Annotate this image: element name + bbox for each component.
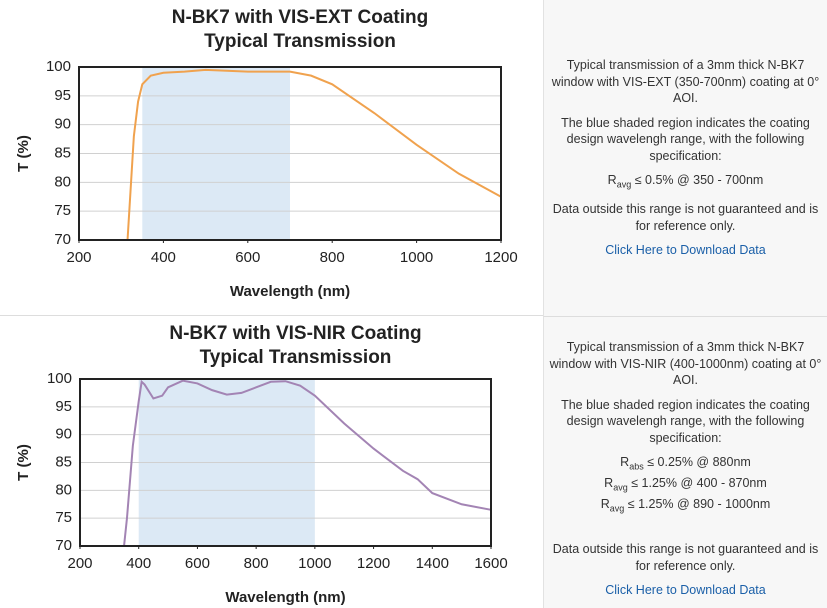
info-panel: Typical transmission of a 3mm thick N-BK…	[543, 0, 827, 316]
spec-symbol: R	[600, 497, 610, 511]
y-tick-label: 80	[55, 481, 72, 498]
spec-line: Ravg ≤ 0.5% @ 350 - 700nm	[548, 172, 823, 193]
x-tick-label: 800	[320, 249, 345, 266]
chart-subtitle: Typical Transmission	[200, 347, 392, 368]
y-tick-label: 100	[46, 58, 71, 75]
y-tick-label: 95	[55, 398, 72, 415]
spec-symbol: R	[620, 455, 630, 469]
spec-text: ≤ 1.25% @ 890 - 1000nm	[627, 497, 771, 511]
y-tick-label: 75	[55, 509, 72, 526]
x-tick-label: 200	[67, 555, 92, 572]
divider	[0, 315, 543, 316]
x-tick-label: 400	[151, 249, 176, 266]
intro-text: Typical transmission of a 3mm thick N-BK…	[551, 58, 820, 105]
spec-subscript: abs	[629, 461, 644, 472]
y-tick-label: 95	[54, 87, 71, 104]
x-axis-label: Wavelength (nm)	[230, 283, 350, 300]
chart-title: N-BK7 with VIS-NIR Coating	[169, 323, 421, 344]
spec-subscript: avg	[609, 503, 625, 514]
y-tick-label: 90	[54, 116, 71, 133]
y-tick-label: 85	[54, 144, 71, 161]
x-tick-label: 1200	[484, 249, 517, 266]
spec-symbol: R	[604, 476, 614, 490]
plot-frame	[79, 378, 492, 547]
disclaimer: Data outside this range is not guarantee…	[552, 202, 819, 233]
spec-list: Ravg ≤ 0.5% @ 350 - 700nm	[548, 172, 823, 193]
x-tick-label: 1000	[298, 555, 331, 572]
spec-subscript: avg	[613, 482, 628, 493]
y-tick-label: 85	[55, 453, 72, 470]
x-tick-label: 600	[235, 249, 260, 266]
x-tick-label: 1000	[400, 249, 433, 266]
download-link[interactable]: Click Here to Download Data	[605, 243, 766, 257]
x-tick-label: 400	[126, 555, 151, 572]
plot-frame	[78, 66, 502, 241]
x-axis-label: Wavelength (nm)	[225, 589, 345, 606]
x-tick-label: 200	[66, 249, 91, 266]
download-link[interactable]: Click Here to Download Data	[605, 583, 766, 597]
charts: N-BK7 with VIS-EXT Coating Typical Transm…	[15, 7, 518, 606]
x-tick-label: 1600	[474, 555, 507, 572]
y-tick-label: 70	[55, 537, 72, 554]
shading-note: The blue shaded region indicates the coa…	[561, 115, 810, 163]
x-tick-label: 1200	[357, 555, 390, 572]
y-tick-label: 80	[54, 173, 71, 190]
data-line	[123, 379, 492, 547]
info-panel: Typical transmission of a 3mm thick N-BK…	[543, 316, 827, 608]
y-tick-label: 70	[54, 231, 71, 248]
x-tick-label: 600	[185, 555, 210, 572]
disclaimer: Data outside this range is not guarantee…	[552, 542, 819, 573]
chart-title: N-BK7 with VIS-EXT Coating	[172, 7, 429, 28]
spec-text: ≤ 1.25% @ 400 - 870nm	[631, 476, 767, 490]
data-line	[126, 68, 502, 241]
spec-symbol: R	[607, 173, 617, 187]
spec-text: ≤ 0.25% @ 880nm	[647, 455, 751, 469]
chart-subtitle: Typical Transmission	[204, 31, 396, 52]
y-tick-label: 100	[47, 370, 72, 387]
x-tick-label: 1400	[416, 555, 449, 572]
y-tick-label: 75	[54, 202, 71, 219]
shading-note: The blue shaded region indicates the coa…	[561, 397, 810, 445]
spec-line: Ravg ≤ 1.25% @ 400 - 870nm	[548, 475, 823, 496]
y-tick-label: 90	[55, 426, 72, 443]
spec-subscript: avg	[616, 179, 632, 190]
y-axis-label: T (%)	[15, 135, 32, 172]
spec-line: Rabs ≤ 0.25% @ 880nm	[548, 454, 823, 475]
spec-list: Rabs ≤ 0.25% @ 880nm Ravg ≤ 1.25% @ 400 -…	[548, 454, 823, 517]
spec-text: ≤ 0.5% @ 350 - 700nm	[634, 173, 764, 187]
spec-line: Ravg ≤ 1.25% @ 890 - 1000nm	[548, 496, 823, 517]
intro-text: Typical transmission of a 3mm thick N-BK…	[549, 340, 822, 387]
x-tick-label: 800	[244, 555, 269, 572]
y-axis-label: T (%)	[15, 444, 32, 481]
